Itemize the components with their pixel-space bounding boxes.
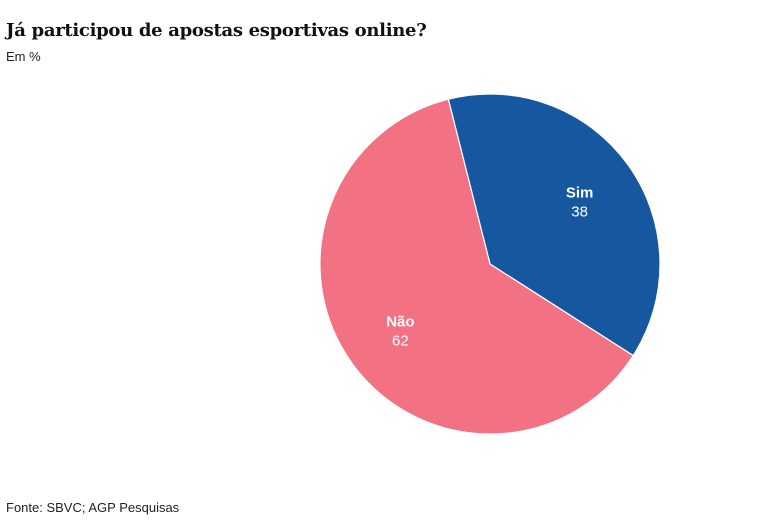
slice-label: Sim: [566, 184, 594, 201]
pie-slice-sim: [447, 93, 661, 357]
slice-value: 38: [571, 203, 588, 220]
chart-title: Já participou de apostas esportivas onli…: [6, 20, 427, 41]
chart-source: Fonte: SBVC; AGP Pesquisas: [6, 500, 180, 515]
chart-subtitle: Em %: [6, 49, 41, 64]
pie-slice-nao: [319, 98, 635, 435]
slice-label: Não: [386, 314, 414, 331]
slice-value: 62: [392, 333, 409, 350]
